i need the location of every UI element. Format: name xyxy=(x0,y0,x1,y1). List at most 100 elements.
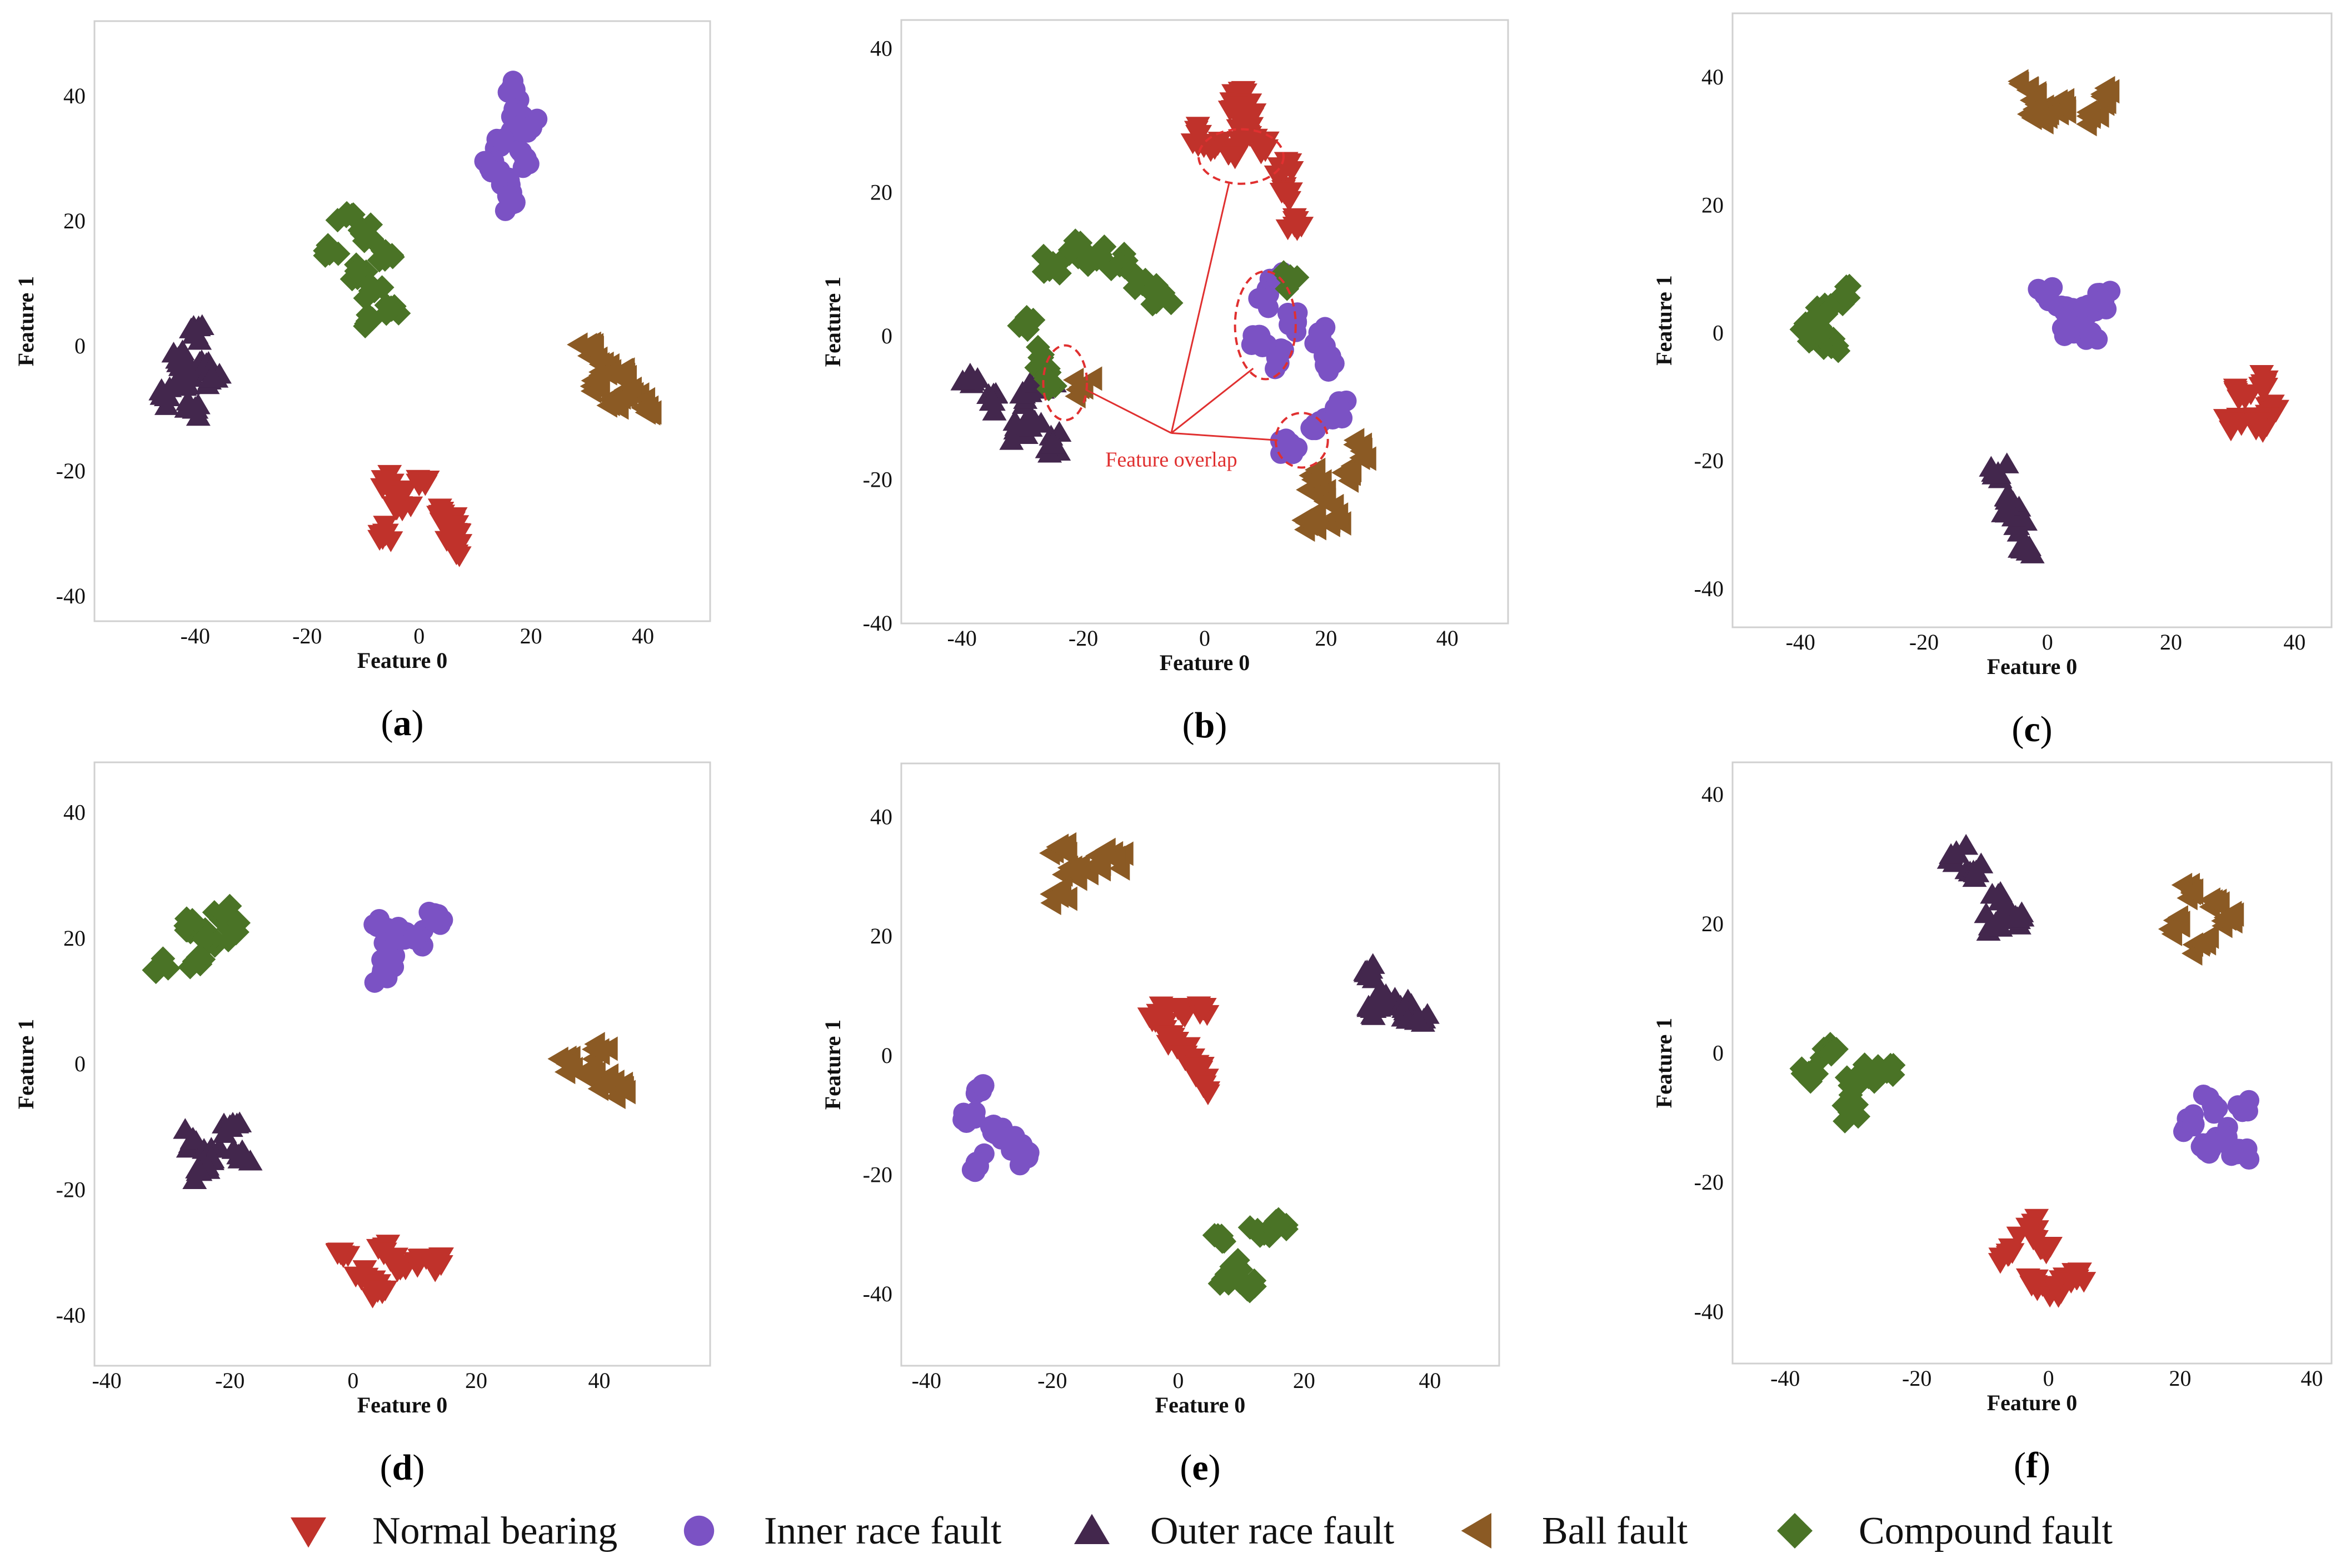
scatter-point xyxy=(403,927,426,950)
x-axis-title: Feature 0 xyxy=(1155,1392,1246,1417)
panel-caption: (d) xyxy=(380,1447,425,1488)
scatter-point xyxy=(1059,857,1081,885)
scatter-point xyxy=(1301,466,1324,493)
scatter-point xyxy=(1265,1209,1292,1236)
scatter-point xyxy=(636,395,659,422)
x-tick-label: 20 xyxy=(2160,630,2182,655)
scatter-point xyxy=(1185,124,1212,148)
scatter-point xyxy=(556,1051,579,1077)
y-tick-label: -40 xyxy=(56,1303,86,1328)
scatter-point xyxy=(406,473,433,497)
legend-marker-circle xyxy=(683,1515,715,1546)
scatter-point xyxy=(1190,1075,1217,1098)
cluster-triangle-down xyxy=(367,465,473,567)
scatter-point xyxy=(2234,1093,2258,1117)
scatter-point xyxy=(1818,1040,1845,1067)
y-tick-label: 0 xyxy=(1713,1041,1724,1066)
scatter-point xyxy=(1325,502,1349,530)
panel-caption: (f) xyxy=(2014,1445,2050,1486)
cluster-triangle-down xyxy=(325,1235,454,1309)
scatter-point xyxy=(1990,500,2018,522)
scatter-point xyxy=(2092,289,2115,313)
scatter-point xyxy=(171,371,198,394)
scatter-point xyxy=(965,1151,989,1175)
scatter-point xyxy=(182,321,209,344)
scatter-point xyxy=(2207,891,2230,918)
x-tick-label: -20 xyxy=(215,1368,244,1393)
scatter-point xyxy=(1278,432,1301,456)
x-axis-title: Feature 0 xyxy=(357,1392,448,1417)
scatter-point xyxy=(503,78,526,102)
legend-marker-triangle-left xyxy=(1461,1513,1491,1549)
y-axis-title: Feature 1 xyxy=(820,1020,845,1110)
scatter-point xyxy=(1877,1052,1904,1080)
x-tick-label: 20 xyxy=(1315,626,1337,651)
y-tick-label: -20 xyxy=(1694,1170,1724,1195)
y-tick-label: 0 xyxy=(74,333,86,358)
y-tick-label: -20 xyxy=(863,467,892,492)
x-tick-label: 0 xyxy=(2043,1366,2054,1391)
legend-label: Ball fault xyxy=(1542,1510,1688,1552)
scatter-point xyxy=(198,364,226,388)
scatter-point xyxy=(1391,995,1419,1018)
scatter-point xyxy=(407,1249,435,1272)
scatter-point xyxy=(186,1158,213,1181)
x-tick-label: -20 xyxy=(1069,626,1098,651)
legend-marker-triangle-down xyxy=(291,1517,326,1548)
scatter-point xyxy=(222,918,249,946)
scatter-point xyxy=(2015,538,2043,561)
x-axis-title: Feature 0 xyxy=(1987,1390,2078,1415)
scatter-point xyxy=(1266,346,1289,369)
scatter-point xyxy=(2232,387,2259,410)
legend-label: Outer race fault xyxy=(1150,1510,1395,1552)
x-tick-label: -40 xyxy=(181,623,210,648)
overlap-ellipse xyxy=(1197,128,1285,185)
y-axis-title: Feature 1 xyxy=(13,276,38,367)
overlap-pointer-line xyxy=(1170,183,1230,433)
x-tick-label: 40 xyxy=(588,1368,611,1393)
scatter-point xyxy=(2202,1093,2225,1117)
scatter-point xyxy=(1276,182,1303,206)
scatter-point xyxy=(2062,1263,2088,1286)
overlap-pointer-line xyxy=(1171,367,1254,434)
scatter-point xyxy=(377,295,405,322)
panel-e: -40 -20 0 20 40 -40 -20 0 20 40 Feature 0 Feature 1… xyxy=(820,762,1500,1488)
x-tick-label: 0 xyxy=(347,1368,358,1393)
cluster-diamond xyxy=(1789,1032,1906,1133)
scatter-point xyxy=(2250,374,2277,397)
panel-caption: (c) xyxy=(2011,709,2052,750)
y-axis-title: Feature 1 xyxy=(820,277,845,367)
scatter-point xyxy=(2180,878,2204,905)
x-tick-label: -40 xyxy=(1786,630,1815,655)
scatter-point xyxy=(333,201,360,228)
panel-a: -40 -20 0 20 40 -40 -20 0 20 40 Feature 0 Feature 1… xyxy=(13,20,711,743)
scatter-point xyxy=(1149,279,1176,307)
scatter-point xyxy=(2167,910,2190,937)
scatter-point xyxy=(1247,324,1271,348)
scatter-point xyxy=(1295,510,1318,536)
x-tick-label: -20 xyxy=(1909,630,1939,655)
y-tick-label: 40 xyxy=(1701,64,1724,89)
x-tick-label: -40 xyxy=(92,1368,121,1393)
x-tick-label: 40 xyxy=(2283,630,2305,655)
cluster-triangle-up xyxy=(1353,953,1440,1032)
scatter-point xyxy=(2182,1113,2205,1136)
scatter-point xyxy=(1838,1098,1865,1125)
scatter-point xyxy=(1350,437,1372,465)
x-axis-title: Feature 0 xyxy=(357,648,448,673)
scatter-point xyxy=(182,396,209,419)
cluster-circle xyxy=(952,1074,1040,1182)
scatter-point xyxy=(1021,410,1049,432)
overlap-ellipse xyxy=(1042,344,1089,422)
scatter-point xyxy=(1963,859,1990,882)
scatter-point xyxy=(428,505,455,528)
scatter-point xyxy=(366,914,390,937)
x-tick-label: 0 xyxy=(413,623,425,648)
x-tick-label: 20 xyxy=(520,623,542,648)
scatter-point xyxy=(1040,431,1066,454)
x-tick-label: 40 xyxy=(2300,1366,2323,1391)
y-tick-label: 40 xyxy=(1701,782,1724,807)
cluster-triangle-left xyxy=(1062,366,1376,542)
scatter-point xyxy=(179,1126,207,1150)
